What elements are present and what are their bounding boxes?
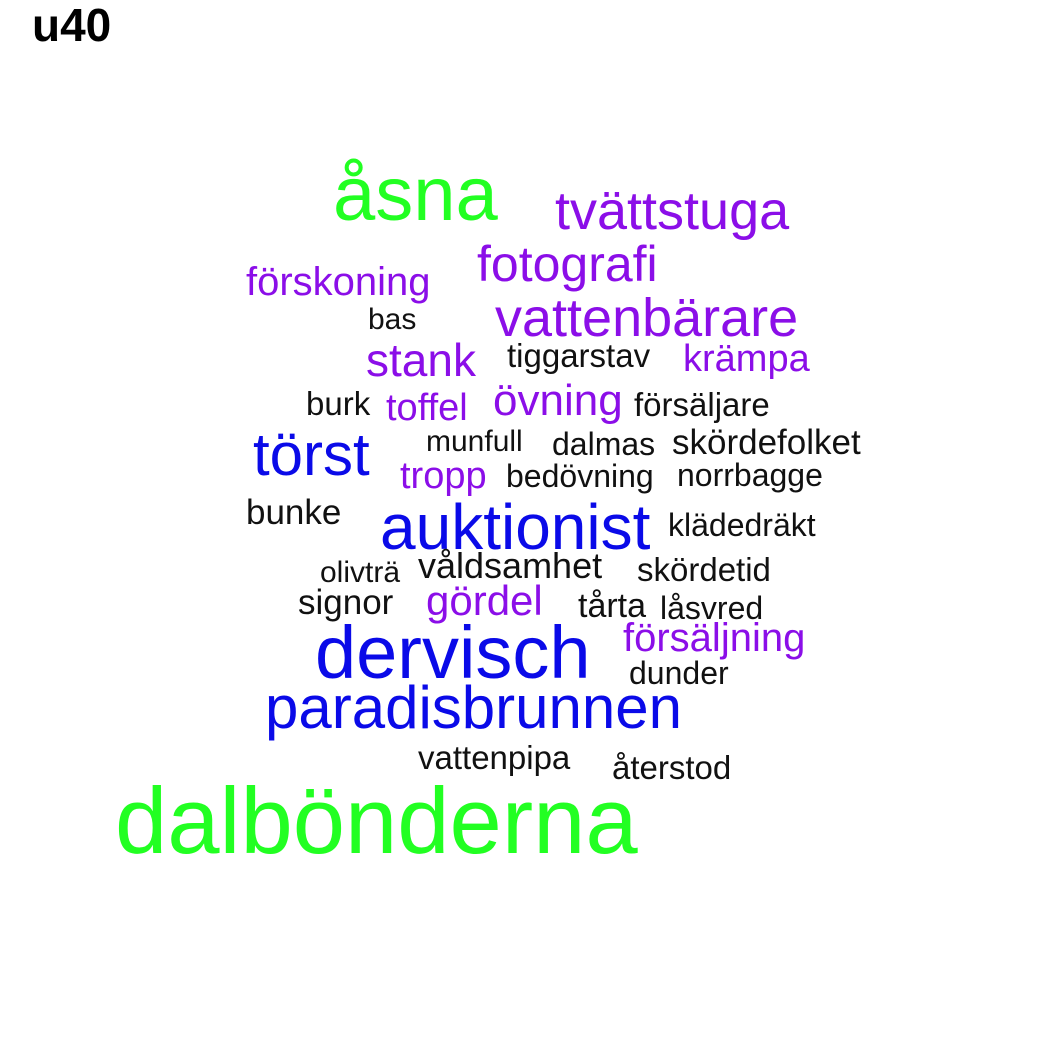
- cloud-word: stank: [366, 334, 476, 386]
- page-title: u40: [32, 0, 112, 51]
- cloud-word: förskoning: [246, 260, 431, 304]
- cloud-word: tiggarstav: [507, 337, 651, 374]
- cloud-word: burk: [306, 385, 371, 422]
- cloud-word: bas: [368, 303, 417, 336]
- cloud-word: tvättstuga: [555, 181, 790, 241]
- cloud-word: återstod: [612, 749, 732, 786]
- cloud-word: munfull: [426, 425, 523, 458]
- cloud-word: tropp: [400, 455, 487, 497]
- cloud-word: dalmas: [552, 426, 656, 462]
- cloud-word: dalbönderna: [115, 768, 638, 873]
- cloud-word: dunder: [629, 655, 729, 691]
- cloud-word: bedövning: [506, 458, 654, 494]
- cloud-word: låsvred: [660, 590, 764, 626]
- cloud-word: försäljning: [623, 616, 806, 660]
- cloud-word: övning: [493, 376, 623, 425]
- cloud-word: paradisbrunnen: [265, 674, 682, 741]
- cloud-word: tårta: [578, 587, 647, 625]
- cloud-word: våldsamhet: [418, 545, 603, 586]
- cloud-word: törst: [253, 421, 370, 488]
- cloud-word: krämpa: [683, 338, 810, 380]
- cloud-word: dervisch: [315, 611, 591, 694]
- cloud-word: klädedräkt: [668, 507, 816, 543]
- cloud-word: gördel: [426, 577, 543, 624]
- cloud-word: vattenpipa: [418, 739, 571, 776]
- cloud-word: åsna: [333, 152, 498, 237]
- cloud-word: signor: [298, 583, 394, 622]
- cloud-word: fotografi: [477, 236, 658, 292]
- cloud-word: toffel: [386, 387, 468, 429]
- cloud-word: skördefolket: [672, 423, 861, 462]
- cloud-word: vattenbärare: [495, 288, 799, 348]
- cloud-word: olivträ: [320, 556, 401, 589]
- cloud-word: bunke: [246, 493, 342, 532]
- cloud-word: försäljare: [634, 386, 770, 423]
- cloud-word: norrbagge: [677, 457, 823, 493]
- cloud-word: auktionist: [380, 491, 651, 563]
- cloud-word: skördetid: [637, 551, 771, 588]
